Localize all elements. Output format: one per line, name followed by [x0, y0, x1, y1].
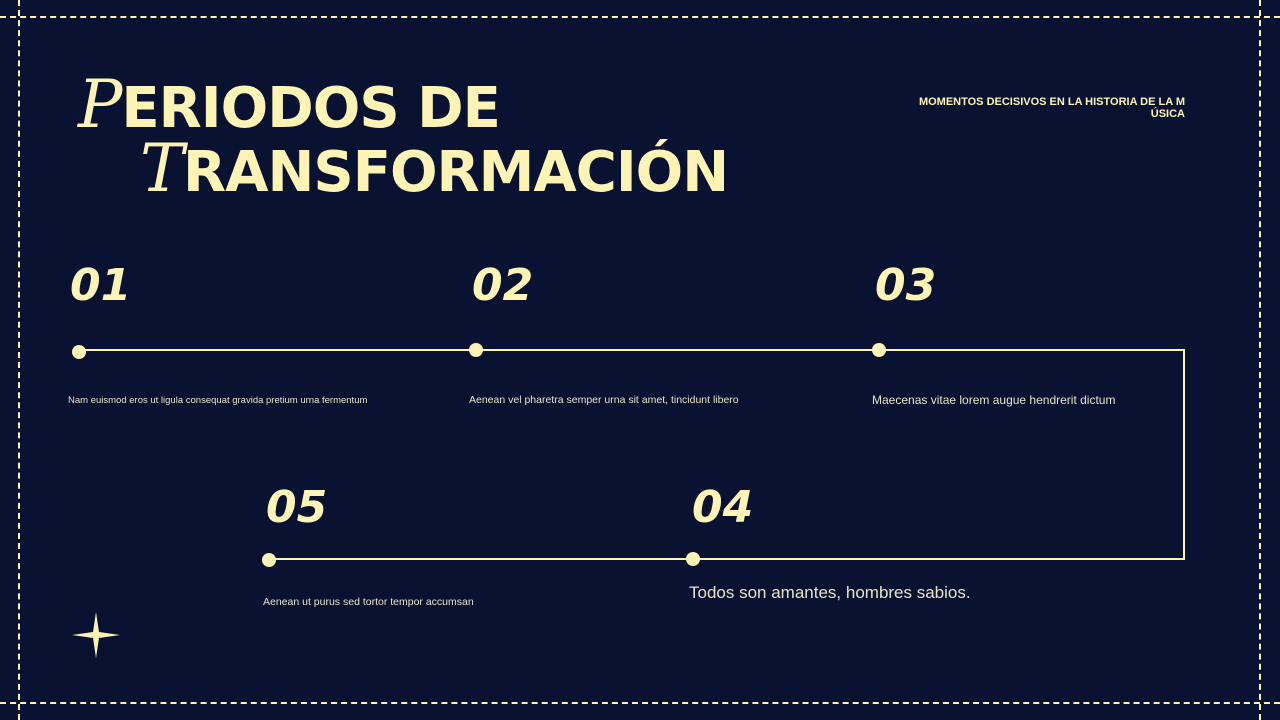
step-text-03: Maecenas vitae lorem augue hendrerit dic… — [872, 393, 1116, 407]
step-text-02: Aenean vel pharetra semper urna sit amet… — [469, 394, 739, 406]
milestone-dot-01 — [72, 345, 86, 359]
milestone-dot-02 — [469, 343, 483, 357]
milestone-dot-03 — [872, 343, 886, 357]
step-text-04: Todos son amantes, hombres sabios. — [689, 583, 971, 602]
milestone-dot-05 — [262, 553, 276, 567]
step-number-03: 03 — [875, 260, 937, 311]
step-number-05: 05 — [266, 482, 328, 533]
timeline-connector — [1183, 349, 1185, 560]
border-right — [1259, 0, 1261, 720]
step-number-01: 01 — [70, 260, 132, 311]
page-title-line2: TRANSFORMACIÓN — [140, 130, 729, 207]
border-left — [18, 0, 20, 720]
step-number-04: 04 — [692, 482, 754, 533]
milestone-dot-04 — [686, 552, 700, 566]
step-text-05: Aenean ut purus sed tortor tempor accums… — [263, 596, 474, 608]
border-bottom — [0, 702, 1280, 704]
sparkle-icon — [72, 612, 120, 658]
step-number-02: 02 — [472, 260, 534, 311]
timeline-bottom — [269, 558, 1185, 560]
subtitle: MOMENTOS DECISIVOS EN LA HISTORIA DE LA … — [918, 96, 1185, 120]
page-title-line1: PERIODOS DE — [78, 66, 501, 143]
border-top — [0, 16, 1280, 18]
step-text-01: Nam euismod eros ut ligula consequat gra… — [68, 395, 368, 406]
timeline-top — [79, 349, 1185, 351]
